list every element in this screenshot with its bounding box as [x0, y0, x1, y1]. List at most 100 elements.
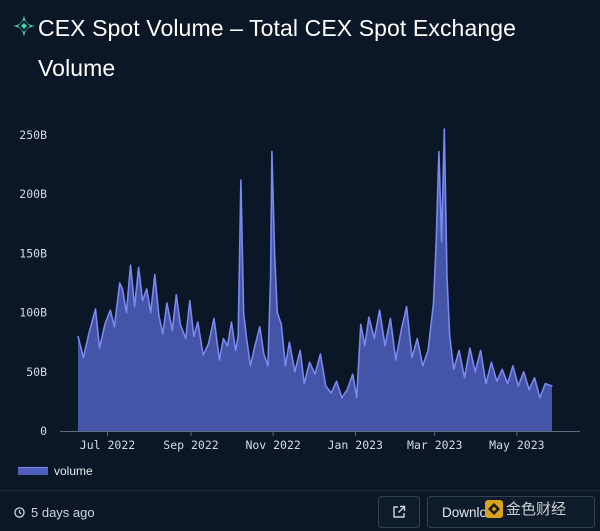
diamond-sparkle-icon	[13, 15, 35, 37]
y-tick-label: 250B	[19, 128, 47, 142]
data-point	[458, 349, 460, 352]
data-point	[104, 323, 106, 325]
data-point	[243, 312, 245, 314]
data-point	[528, 389, 530, 391]
data-point	[119, 282, 121, 284]
data-point	[245, 335, 247, 337]
open-external-button[interactable]	[378, 496, 420, 528]
chart-header: CEX Spot Volume – Total CEX Spot Exchang…	[12, 8, 588, 88]
data-point	[249, 365, 251, 367]
data-point	[138, 267, 140, 269]
data-point	[294, 371, 296, 373]
data-point	[218, 359, 220, 361]
watermark-logo	[485, 499, 503, 518]
data-point	[121, 288, 123, 290]
data-point	[507, 383, 509, 385]
data-point	[158, 314, 160, 316]
data-point	[259, 326, 261, 328]
data-point	[517, 385, 519, 387]
data-point	[319, 353, 321, 355]
data-point	[162, 333, 164, 335]
chart-title: CEX Spot Volume – Total CEX Spot Exchang…	[38, 15, 517, 81]
x-axis: Jul 2022 Sep 2022 Nov 2022 Jan 2023 Mar 2023…	[60, 431, 580, 452]
x-tick-label: Nov 2022	[245, 438, 300, 452]
data-point	[134, 306, 136, 308]
data-point	[341, 397, 343, 399]
data-point	[330, 392, 332, 394]
data-point	[446, 276, 448, 278]
data-point	[142, 300, 144, 302]
data-point	[480, 349, 482, 352]
data-point	[185, 338, 187, 340]
data-point	[280, 323, 282, 325]
data-point	[411, 357, 413, 359]
data-point	[270, 276, 272, 278]
data-point	[113, 326, 115, 328]
data-point	[395, 359, 397, 361]
data-point	[453, 368, 455, 370]
data-point	[193, 335, 195, 337]
data-point	[469, 347, 471, 349]
x-tick-label: Sep 2022	[163, 438, 218, 452]
data-point	[125, 312, 128, 314]
data-point	[77, 335, 79, 337]
data-point	[129, 264, 132, 266]
y-tick-label: 150B	[19, 246, 47, 260]
data-point	[222, 338, 224, 340]
data-point	[441, 241, 443, 243]
data-point	[88, 333, 90, 335]
data-point	[346, 389, 348, 391]
data-point	[373, 338, 375, 340]
data-point	[474, 371, 476, 373]
x-tick-label: Mar 2023	[407, 438, 462, 452]
data-point	[539, 397, 541, 399]
data-point	[299, 349, 301, 352]
data-point	[230, 321, 233, 323]
footer: 5 days ago Download	[0, 490, 600, 531]
data-point	[263, 353, 265, 355]
data-point	[189, 300, 191, 302]
data-point	[523, 371, 525, 373]
y-tick-label: 200B	[19, 187, 47, 201]
x-tick-label: Jul 2022	[80, 438, 135, 452]
watermark-text: 金色财经	[506, 501, 567, 518]
data-point	[422, 365, 424, 367]
data-point	[463, 377, 466, 379]
y-tick-label: 100B	[19, 306, 47, 320]
data-point	[438, 151, 440, 153]
data-point	[179, 323, 181, 325]
legend-label-volume: volume	[54, 464, 93, 478]
data-point	[389, 317, 391, 320]
data-point	[544, 383, 546, 385]
data-point	[485, 383, 487, 385]
data-point	[490, 361, 492, 363]
data-point	[154, 274, 156, 276]
data-point	[364, 345, 366, 347]
data-point	[384, 345, 386, 347]
data-point	[175, 294, 177, 296]
external-link-icon	[393, 505, 406, 518]
last-updated: 5 days ago	[14, 505, 95, 520]
watermark: 金色财经	[484, 498, 566, 519]
x-tick-label: May 2023	[489, 438, 544, 452]
data-point	[284, 365, 286, 367]
data-point	[202, 354, 204, 356]
data-point	[427, 349, 429, 352]
data-point	[271, 151, 273, 153]
data-point	[197, 321, 199, 323]
data-point	[501, 368, 503, 370]
data-point	[235, 349, 237, 352]
area-fill-volume	[78, 129, 552, 431]
data-point	[551, 385, 553, 387]
y-axis: 0 50B 100B 150B 200B 250B	[19, 128, 47, 438]
data-point	[368, 316, 370, 318]
data-point	[356, 397, 358, 399]
legend[interactable]: volume	[18, 464, 93, 478]
data-point	[443, 128, 445, 130]
data-point	[82, 357, 84, 359]
data-point	[274, 252, 276, 254]
y-tick-label: 50B	[26, 365, 47, 379]
data-point	[267, 365, 269, 367]
data-point	[416, 338, 418, 340]
data-point	[335, 380, 338, 382]
